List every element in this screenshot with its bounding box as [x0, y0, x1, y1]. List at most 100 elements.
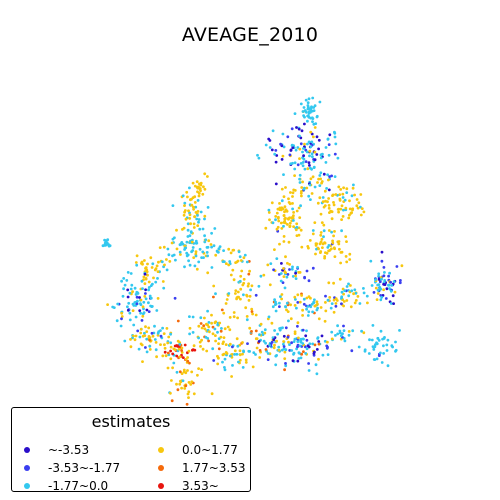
map-point-1207	[278, 305, 281, 308]
map-point-646	[140, 279, 144, 283]
map-point-106	[270, 148, 274, 152]
map-point-1348	[345, 285, 349, 288]
map-point-767	[159, 329, 162, 332]
map-point-1472	[339, 334, 343, 338]
map-point-622	[154, 280, 158, 284]
map-point-1005	[224, 262, 228, 265]
map-point-943	[233, 353, 237, 356]
map-point-1291	[286, 273, 290, 276]
map-point-219	[351, 186, 355, 190]
map-point-836	[200, 368, 204, 371]
map-point-1011	[249, 288, 253, 292]
map-point-987	[240, 269, 244, 273]
map-point-466	[194, 211, 198, 214]
map-point-1494	[242, 256, 246, 260]
map-point-967	[231, 345, 234, 349]
map-point-386	[344, 235, 348, 239]
map-point-687	[128, 318, 132, 322]
map-point-1314	[340, 302, 343, 306]
map-point-1172	[304, 334, 308, 338]
map-point-1399	[379, 298, 383, 302]
map-point-130	[313, 150, 317, 154]
map-point-739	[134, 334, 138, 338]
map-point-418	[197, 194, 201, 198]
map-point-867	[196, 373, 199, 377]
map-point-1265	[285, 301, 289, 305]
map-point-1224	[280, 297, 283, 301]
map-point-1003	[248, 326, 252, 330]
map-point-1162	[311, 342, 315, 346]
map-point-1001	[250, 284, 254, 288]
map-point-1058	[251, 365, 255, 369]
map-point-1262	[274, 300, 277, 304]
map-point-48	[301, 150, 304, 154]
map-point-1242	[273, 298, 276, 302]
map-point-1337	[349, 284, 352, 287]
map-point-1241	[301, 314, 304, 317]
map-point-772	[144, 346, 147, 349]
map-point-962	[230, 375, 234, 378]
map-point-814	[180, 349, 184, 352]
map-point-1475	[351, 329, 355, 333]
map-point-102	[274, 182, 278, 186]
map-point-815	[169, 357, 173, 361]
map-point-720	[139, 302, 142, 305]
map-point-948	[212, 359, 216, 362]
map-point-68	[308, 154, 311, 158]
map-point-1416	[392, 280, 396, 283]
map-point-1412	[398, 281, 402, 285]
map-point-27	[306, 119, 309, 123]
map-point-1075	[277, 345, 281, 349]
map-point-126	[309, 130, 313, 134]
map-point-816	[171, 352, 175, 356]
map-point-395	[337, 240, 341, 243]
map-point-249	[351, 208, 354, 212]
map-point-1476	[336, 324, 339, 328]
map-point-60	[293, 161, 297, 165]
map-point-623	[144, 266, 148, 270]
map-point-328	[271, 221, 275, 225]
map-point-957	[219, 335, 223, 339]
map-point-1367	[385, 287, 389, 291]
map-point-1391	[391, 294, 395, 298]
map-point-550	[170, 241, 174, 245]
map-point-1220	[296, 301, 300, 304]
map-point-480	[182, 226, 186, 230]
map-point-1252	[271, 305, 275, 309]
map-point-174	[303, 167, 307, 171]
map-point-1403	[378, 280, 382, 284]
map-point-499	[191, 238, 194, 242]
map-point-171	[313, 185, 317, 189]
map-point-1141	[325, 344, 329, 348]
map-point-838	[166, 366, 170, 370]
map-point-900	[213, 327, 217, 331]
map-point-696	[140, 319, 144, 322]
map-point-1007	[238, 279, 242, 283]
map-point-1070	[263, 328, 267, 332]
map-point-677	[134, 315, 138, 319]
map-point-262	[342, 208, 345, 212]
map-point-1340	[340, 290, 344, 294]
map-point-1450	[377, 339, 381, 342]
map-point-25	[303, 109, 307, 112]
map-point-937	[242, 350, 246, 354]
map-point-641	[128, 311, 132, 315]
map-point-845	[190, 370, 194, 374]
legend-item-1: ~-3.53	[24, 442, 89, 458]
map-point-901	[188, 326, 192, 330]
map-point-658	[120, 315, 124, 318]
map-point-1489	[229, 251, 233, 255]
map-point-923	[198, 340, 202, 344]
map-point-1088	[260, 330, 264, 334]
map-point-760	[144, 325, 147, 329]
map-point-342	[290, 216, 294, 220]
legend-item-4: 0.0~1.77	[158, 442, 238, 458]
map-point-1259	[289, 303, 292, 307]
map-point-408	[311, 232, 315, 236]
map-point-897	[218, 321, 222, 325]
map-point-1404	[392, 302, 395, 305]
map-point-711	[106, 303, 109, 306]
map-point-1332	[354, 291, 358, 295]
map-point-1415	[387, 283, 390, 287]
map-point-672	[126, 271, 130, 274]
